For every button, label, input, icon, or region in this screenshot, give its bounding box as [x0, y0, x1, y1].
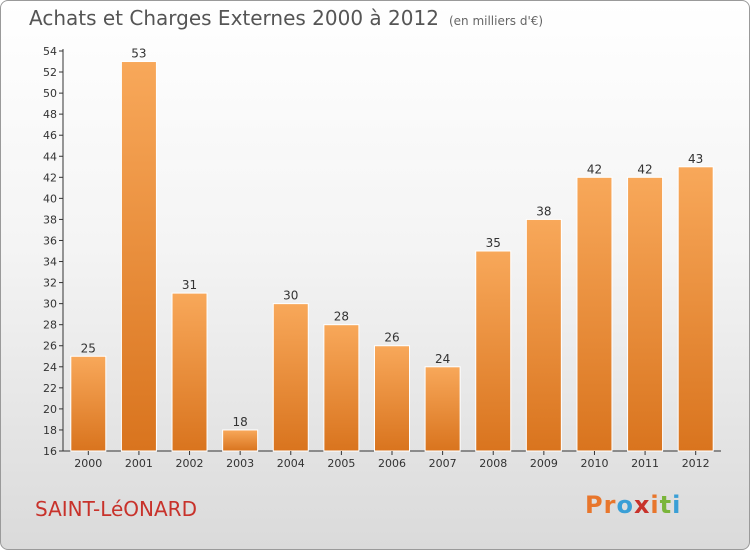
brand-letter: i [672, 491, 682, 519]
bar [70, 355, 107, 452]
y-tick-label: 20 [43, 403, 57, 416]
commune-name: SAINT-LéONARD [35, 497, 197, 521]
x-tick-label: 2003 [226, 457, 254, 470]
bar [222, 429, 259, 452]
chart-title: Achats et Charges Externes 2000 à 2012 (e… [29, 6, 543, 30]
y-tick-label: 52 [43, 66, 57, 79]
bar-value-label: 18 [233, 415, 248, 429]
x-tick-label: 2000 [74, 457, 102, 470]
y-tick-label: 32 [43, 277, 57, 290]
y-tick-label: 40 [43, 192, 57, 205]
chart-title-text: Achats et Charges Externes 2000 à 2012 [29, 6, 439, 30]
bar [576, 176, 613, 452]
x-tick-label: 2010 [580, 457, 608, 470]
x-tick-label: 2001 [125, 457, 153, 470]
y-tick-label: 44 [43, 150, 57, 163]
y-tick-label: 48 [43, 108, 57, 121]
y-tick-label: 50 [43, 87, 57, 100]
brand-letter: x [633, 491, 651, 519]
y-tick-label: 30 [43, 298, 57, 311]
brand-letter: P [585, 491, 604, 519]
bar [374, 345, 410, 452]
bar-value-label: 28 [334, 310, 349, 324]
bar [323, 324, 360, 452]
proxiti-logo: Proxiti [585, 491, 681, 519]
chart-subtitle: (en milliers d'€) [448, 14, 544, 28]
x-tick-label: 2006 [378, 457, 406, 470]
bar-value-label: 38 [536, 204, 551, 218]
bar-value-label: 25 [81, 341, 96, 355]
bar [120, 61, 157, 452]
bar-value-label: 24 [435, 352, 450, 366]
y-tick-label: 24 [43, 361, 57, 374]
y-tick-label: 42 [43, 171, 57, 184]
bar [171, 292, 208, 452]
x-tick-label: 2004 [277, 457, 305, 470]
bar [525, 218, 562, 452]
bar-value-label: 30 [283, 289, 298, 303]
x-tick-label: 2011 [631, 457, 659, 470]
brand-letter: t [659, 491, 673, 519]
x-tick-label: 2002 [176, 457, 204, 470]
bar [677, 166, 714, 452]
brand-letter: i [650, 491, 660, 519]
bar-value-label: 53 [131, 47, 146, 61]
y-tick-label: 54 [43, 45, 57, 58]
bar [424, 366, 461, 452]
bar [272, 303, 309, 452]
brand-letter: r [603, 491, 617, 519]
y-tick-label: 26 [43, 340, 57, 353]
bar-value-label: 26 [384, 331, 399, 345]
brand-letter: o [616, 491, 634, 519]
y-tick-label: 16 [43, 445, 57, 458]
bar-value-label: 43 [688, 152, 703, 166]
x-tick-label: 2012 [682, 457, 710, 470]
x-tick-label: 2007 [429, 457, 457, 470]
bar-value-label: 42 [637, 162, 652, 176]
y-tick-label: 38 [43, 213, 57, 226]
y-tick-label: 18 [43, 424, 57, 437]
y-tick-label: 46 [43, 129, 57, 142]
y-tick-label: 36 [43, 234, 57, 247]
bar-value-label: 42 [587, 162, 602, 176]
y-tick-label: 34 [43, 256, 57, 269]
x-tick-label: 2005 [327, 457, 355, 470]
bar [475, 250, 512, 452]
bar [627, 176, 664, 452]
x-tick-label: 2009 [530, 457, 558, 470]
bar-value-label: 35 [486, 236, 501, 250]
x-tick-label: 2008 [479, 457, 507, 470]
y-tick-label: 22 [43, 382, 57, 395]
bar-value-label: 31 [182, 278, 197, 292]
y-tick-label: 28 [43, 319, 57, 332]
